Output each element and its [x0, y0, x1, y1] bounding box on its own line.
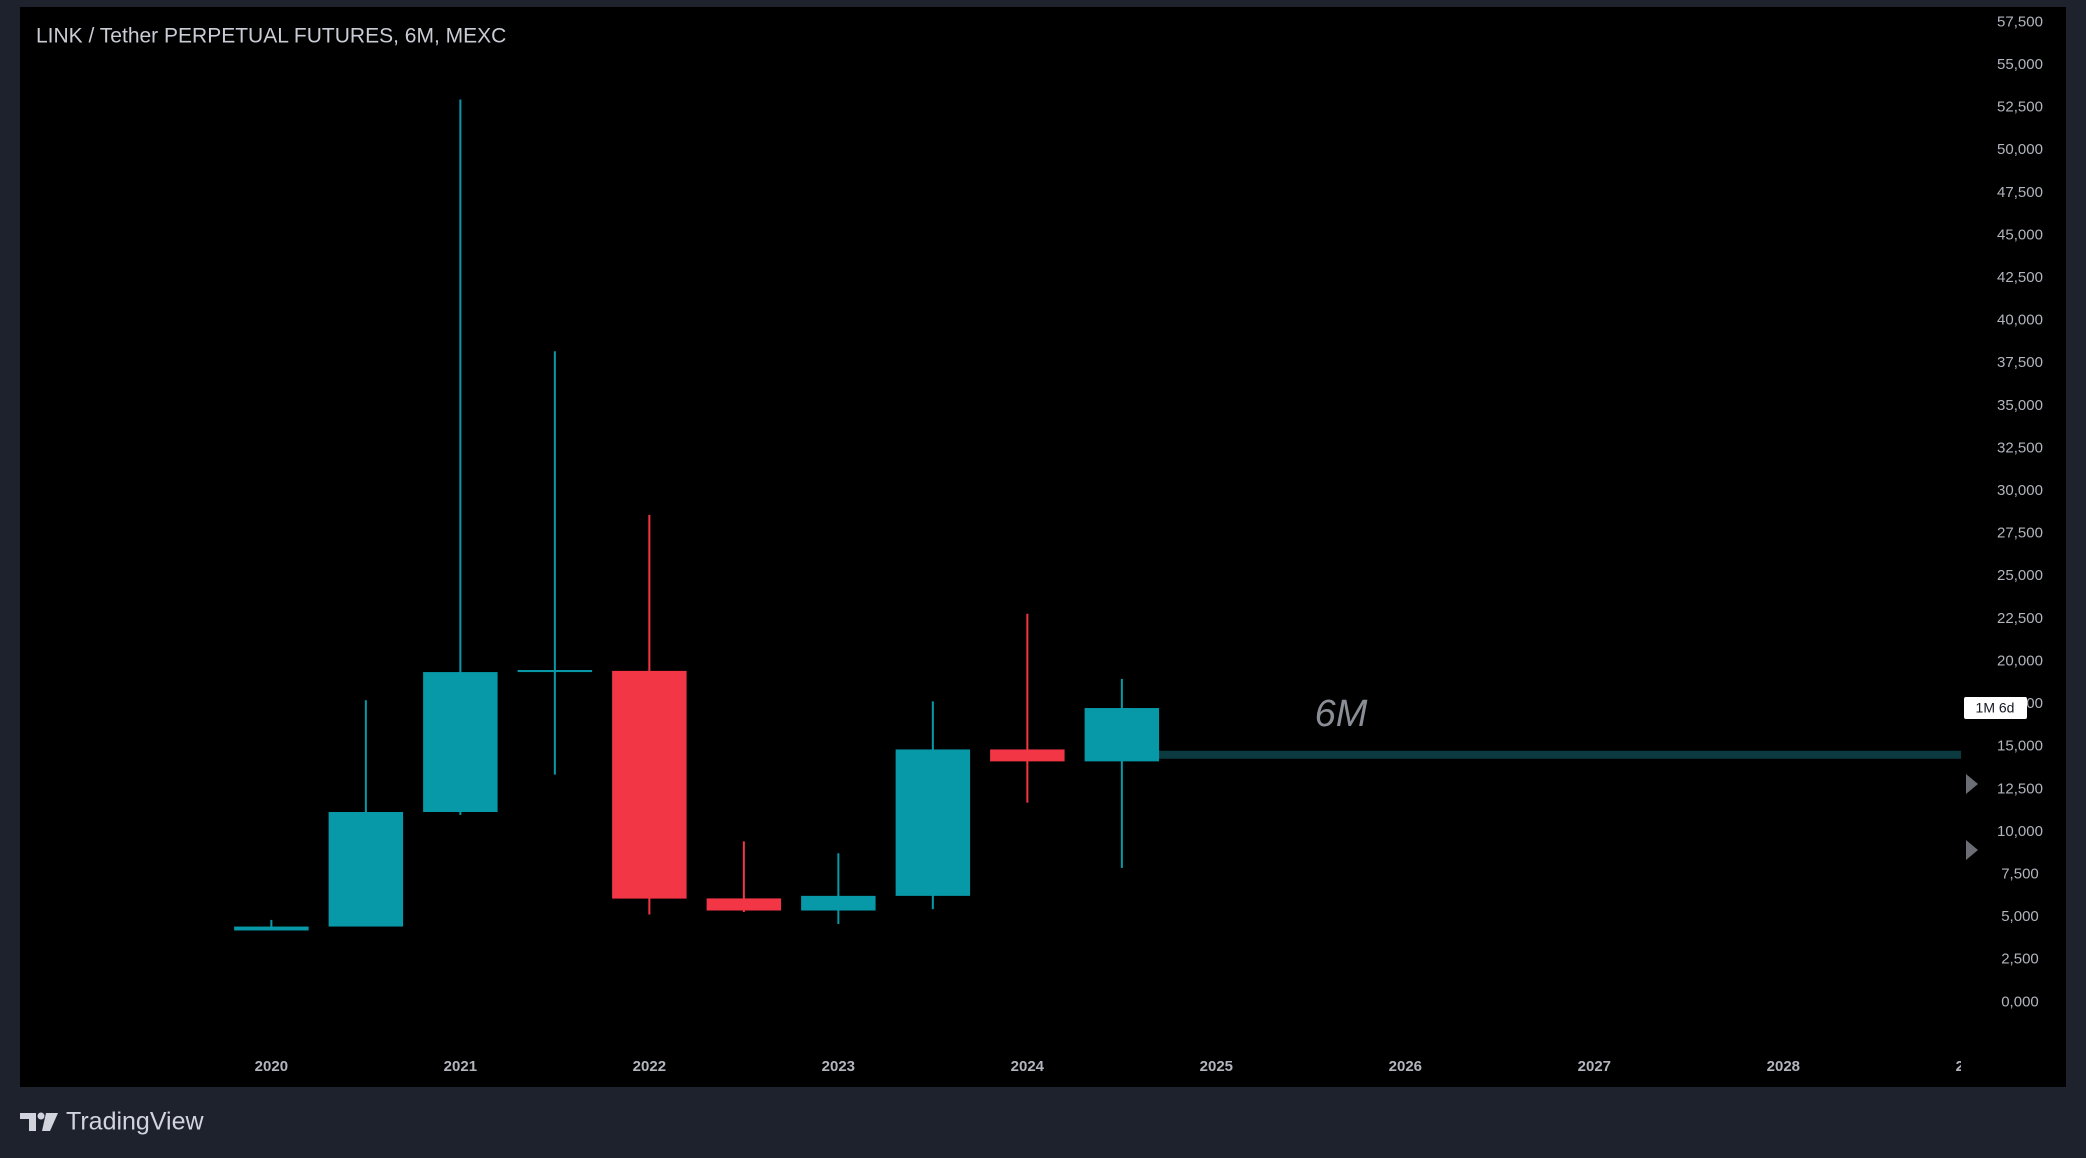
y-tick-label: 7,500	[2001, 866, 2039, 883]
x-tick-label: 2025	[1200, 1058, 1233, 1075]
y-tick-label: 22,500	[1997, 610, 2043, 627]
axis-arrow[interactable]	[1966, 840, 1978, 860]
y-tick-label: 35,000	[1997, 397, 2043, 414]
y-tick-label: 32,500	[1997, 439, 2043, 456]
x-tick-label: 2020	[255, 1058, 288, 1075]
y-tick-label: 5,000	[2001, 908, 2039, 925]
y-tick-label: 15,000	[1997, 738, 2043, 755]
plot-area	[234, 99, 1961, 931]
candle-body	[990, 749, 1065, 762]
y-tick-label: 47,500	[1997, 184, 2043, 201]
y-tick-label: 27,500	[1997, 525, 2043, 542]
chart-panel	[20, 7, 2066, 1087]
countdown-box	[1964, 697, 2027, 720]
x-tick-label: 2021	[444, 1058, 477, 1075]
brand-logo	[20, 1112, 58, 1131]
candle-body	[517, 670, 593, 673]
countdown-label: 1M 6d	[1976, 700, 2015, 716]
y-tick-label: 37,500	[1997, 354, 2043, 371]
y-tick-label: 10,000	[1997, 823, 2043, 840]
x-tick-label: 2026	[1389, 1058, 1422, 1075]
y-tick-label: 52,500	[1997, 99, 2043, 116]
candle-body	[328, 812, 404, 927]
candle-body	[423, 672, 498, 813]
x-axis: 2020 2021 2022 2023 2024 2025 2026 2027 2028 2029	[255, 1045, 1989, 1075]
y-tick-label: 42,500	[1997, 269, 2043, 286]
y-tick-label: 55,000	[1997, 56, 2043, 73]
y-tick-label: 57,500	[1997, 13, 2043, 30]
x-tick-label: 2028	[1767, 1058, 1800, 1075]
x-tick-label: 2022	[633, 1058, 666, 1075]
x-tick-label: 2024	[1011, 1058, 1045, 1075]
candle-body	[612, 670, 687, 899]
y-tick-label: 25,000	[1997, 567, 2043, 584]
candle-body	[801, 895, 876, 911]
y-tick-label: 40,000	[1997, 312, 2043, 329]
price-axis: 0,0002,5005,0007,50010,00012,50015,00017…	[1961, 13, 2043, 1010]
annotation: 6M	[1315, 693, 1368, 735]
x-tick-label: 2023	[822, 1058, 855, 1075]
y-tick-label: 50,000	[1997, 141, 2043, 158]
brand-name: TradingView	[66, 1108, 205, 1136]
y-tick-label: 12,500	[1997, 780, 2043, 797]
axis-arrow[interactable]	[1966, 774, 1978, 794]
y-tick-label: 2,500	[2001, 951, 2039, 968]
y-tick-label: 20,000	[1997, 652, 2043, 669]
candle-body	[706, 898, 782, 911]
candle-body	[1084, 708, 1160, 762]
candle-body	[895, 749, 971, 896]
chart-title: LINK / Tether PERPETUAL FUTURES, 6M, MEX…	[36, 25, 506, 48]
y-tick-label: 0,000	[2001, 993, 2039, 1010]
x-tick-label: 2029	[1956, 1058, 1989, 1075]
y-tick-label: 30,000	[1997, 482, 2043, 499]
x-tick-label: 2027	[1578, 1058, 1611, 1075]
y-tick-label: 45,000	[1997, 226, 2043, 243]
candle-body	[234, 926, 309, 931]
